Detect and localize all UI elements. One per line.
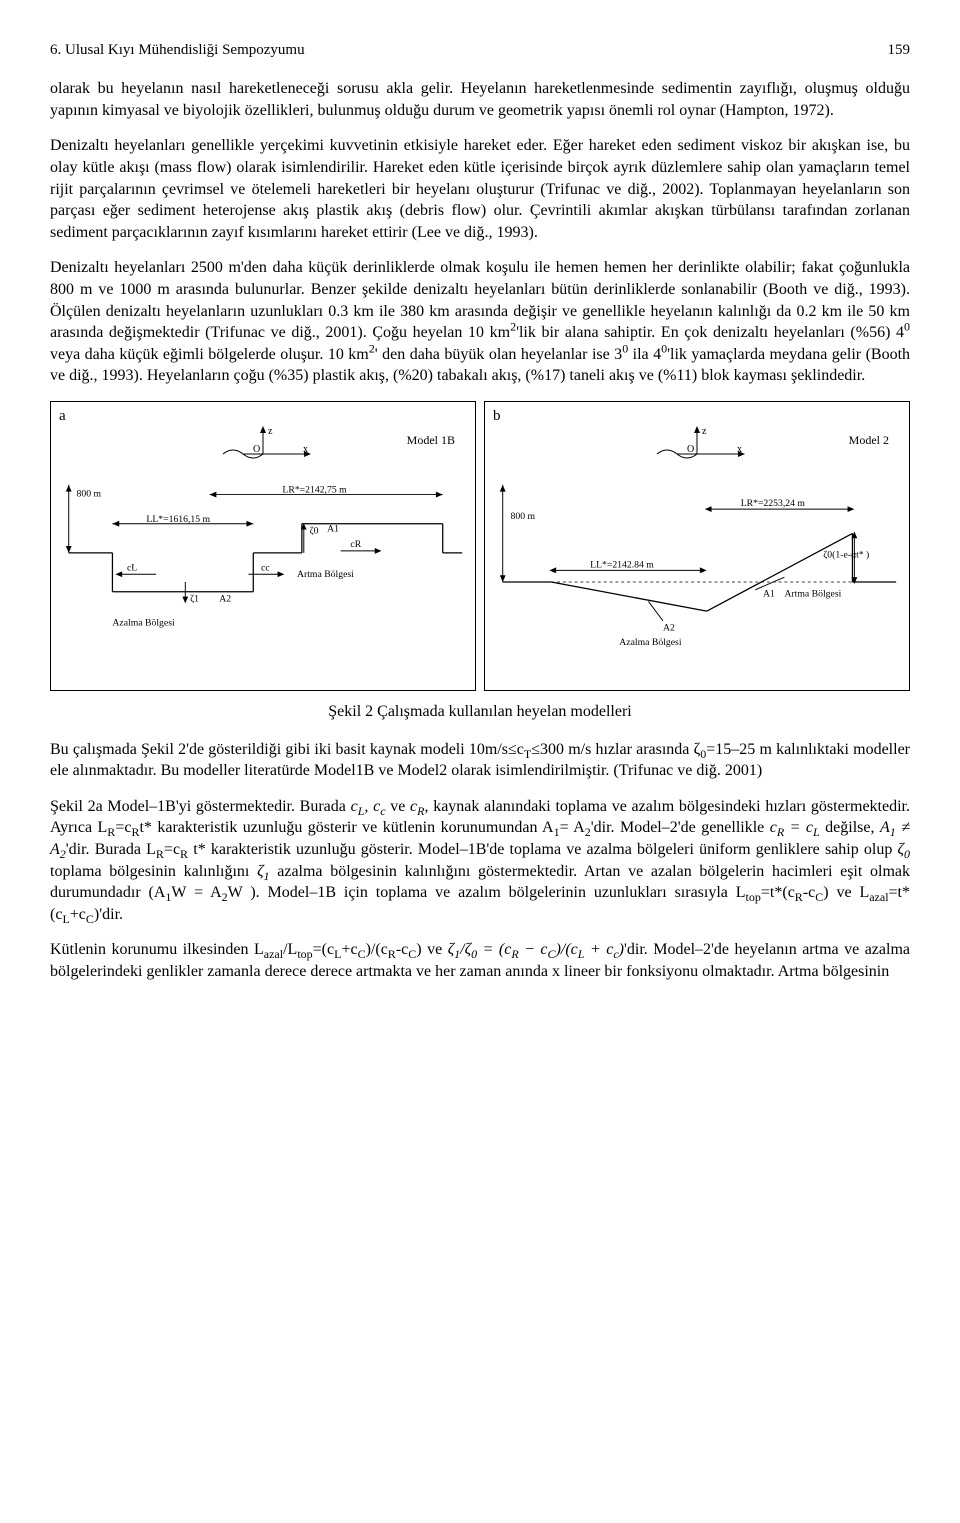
svg-text:ζ0: ζ0 <box>310 525 319 536</box>
svg-text:Azalma Bölgesi: Azalma Bölgesi <box>112 618 175 629</box>
paragraph-2: Denizaltı heyelanları genellikle yerçeki… <box>50 135 910 243</box>
svg-text:LL*=1616,15 m: LL*=1616,15 m <box>146 514 210 525</box>
figure-2: a Model 1B z x O 800 m <box>50 401 910 691</box>
svg-text:cL: cL <box>127 562 137 573</box>
svg-text:O: O <box>253 444 260 455</box>
header-page-number: 159 <box>888 40 911 60</box>
svg-text:z: z <box>268 426 273 437</box>
panel-b-diagram: 800 m LR*=2253,24 m LL*=2142.84 m <box>493 482 901 682</box>
svg-text:LR*=2142,75 m: LR*=2142,75 m <box>282 485 347 496</box>
panel-a-label: a <box>59 406 66 426</box>
paragraph-6: Kütlenin korunumu ilkesinden Lazal/Ltop=… <box>50 939 910 982</box>
header-left: 6. Ulusal Kıyı Mühendisliği Sempozyumu <box>50 40 305 60</box>
panel-b-label: b <box>493 406 501 426</box>
svg-text:LR*=2253,24 m: LR*=2253,24 m <box>741 498 806 509</box>
paragraph-4: Bu çalışmada Şekil 2'de gösterildiği gib… <box>50 739 910 782</box>
svg-text:z: z <box>702 426 707 437</box>
panel-a-axis: z x O <box>213 424 313 460</box>
figure-2-caption: Şekil 2 Çalışmada kullanılan heyelan mod… <box>50 701 910 723</box>
svg-text:O: O <box>687 444 694 455</box>
svg-text:x: x <box>303 444 308 455</box>
svg-text:LL*=2142.84 m: LL*=2142.84 m <box>590 559 654 570</box>
svg-text:A1: A1 <box>327 523 339 534</box>
paragraph-3: Denizaltı heyelanları 2500 m'den daha kü… <box>50 257 910 387</box>
svg-text:cc: cc <box>261 562 270 573</box>
paragraph-1: olarak bu heyelanın nasıl hareketleneceğ… <box>50 78 910 121</box>
figure-2-panel-a: a Model 1B z x O 800 m <box>50 401 476 691</box>
svg-text:A2: A2 <box>663 623 675 634</box>
svg-text:800 m: 800 m <box>76 488 101 499</box>
paragraph-5: Şekil 2a Model–1B'yi göstermektedir. Bur… <box>50 796 910 926</box>
svg-text:Artma Bölgesi: Artma Bölgesi <box>297 569 354 580</box>
svg-text:Artma Bölgesi: Artma Bölgesi <box>784 589 841 600</box>
svg-text:ζ1: ζ1 <box>190 593 199 604</box>
panel-a-model-label: Model 1B <box>407 432 455 448</box>
svg-text:ζ0(1-e-αt* ): ζ0(1-e-αt* ) <box>823 550 869 561</box>
svg-text:800 m: 800 m <box>510 511 535 522</box>
svg-text:cR: cR <box>350 539 361 550</box>
svg-text:x: x <box>737 444 742 455</box>
svg-text:Azalma Bölgesi: Azalma Bölgesi <box>619 637 682 648</box>
svg-text:A2: A2 <box>219 593 231 604</box>
panel-b-model-label: Model 2 <box>849 432 889 448</box>
figure-2-panel-b: b Model 2 z x O 800 m <box>484 401 910 691</box>
svg-text:A1: A1 <box>763 589 775 600</box>
page-header: 6. Ulusal Kıyı Mühendisliği Sempozyumu 1… <box>50 40 910 60</box>
panel-a-diagram: 800 m LR*=2142,75 m LL*=1616,15 m <box>59 482 467 682</box>
panel-b-axis: z x O <box>647 424 747 460</box>
